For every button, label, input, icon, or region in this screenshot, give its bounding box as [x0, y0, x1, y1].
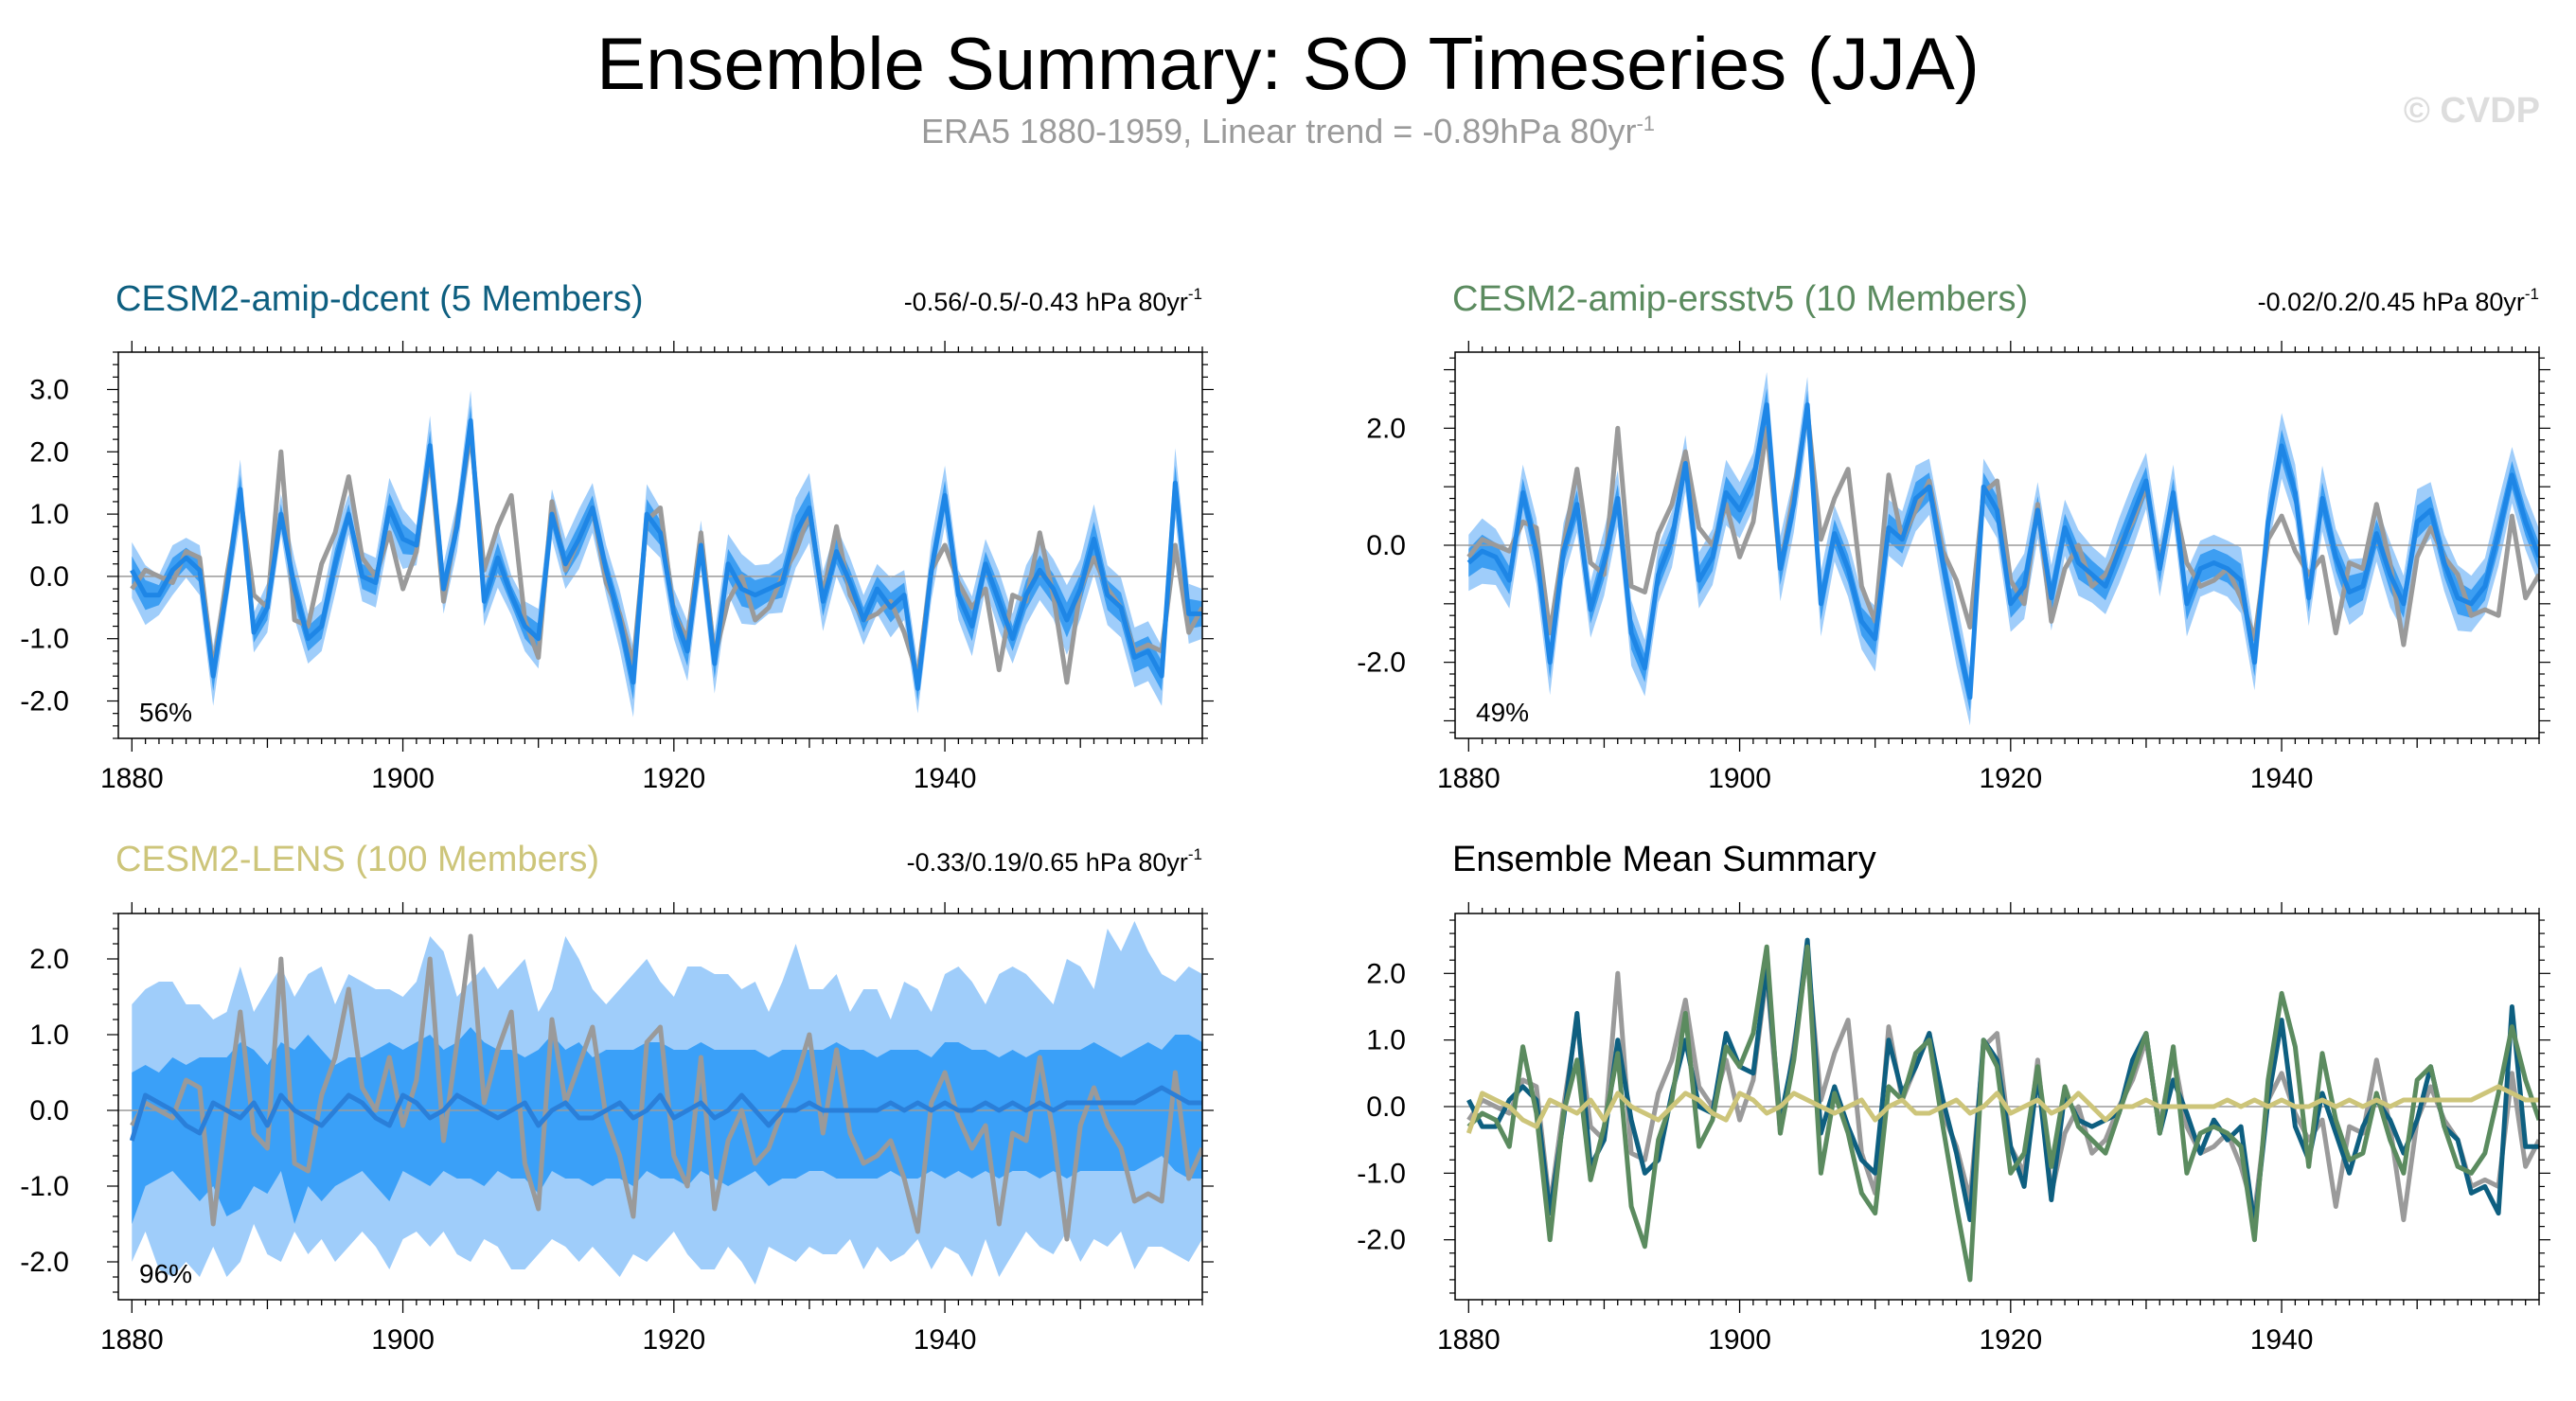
- y-tick-label: -1.0: [20, 624, 69, 655]
- y-tick-label: -2.0: [1357, 1225, 1406, 1256]
- trend-label: -0.02/0.2/0.45 hPa 80yr-1: [2258, 285, 2539, 316]
- x-tick-label: 1940: [914, 763, 977, 794]
- y-tick-label: 1.0: [29, 499, 69, 530]
- x-tick-label: 1920: [642, 1324, 705, 1356]
- y-tick-label: 2.0: [29, 436, 69, 468]
- page-title: Ensemble Summary: SO Timeseries (JJA): [596, 22, 1980, 105]
- x-tick-label: 1920: [1979, 763, 2042, 794]
- y-tick-label: 2.0: [1366, 958, 1406, 989]
- x-tick-label: 1920: [1979, 1324, 2042, 1356]
- y-tick-label: 1.0: [1366, 1025, 1406, 1056]
- trend-label: -0.56/-0.5/-0.43 hPa 80yr-1: [904, 285, 1202, 316]
- watermark: © CVDP: [2403, 91, 2540, 131]
- subtitle-text: ERA5 1880-1959, Linear trend = -0.89hPa …: [920, 112, 1637, 151]
- series-line-era5: [1466, 408, 2539, 647]
- y-tick-label: 3.0: [29, 374, 69, 405]
- y-tick-label: 0.0: [1366, 530, 1406, 561]
- x-tick-label: 1900: [371, 1324, 435, 1356]
- y-tick-label: 0.0: [1366, 1091, 1406, 1123]
- trend-label: -0.33/0.19/0.65 hPa 80yr-1: [907, 845, 1202, 877]
- y-tick-label: 0.0: [29, 1095, 69, 1126]
- series-line-cesm2-amip-dcent: [130, 417, 1202, 691]
- plot-area: [118, 921, 1202, 1285]
- percent-label: 56%: [139, 698, 192, 727]
- panel-title: Ensemble Mean Summary: [1452, 840, 1876, 879]
- spread-band-inner: [132, 1027, 1202, 1224]
- x-tick-label: 1900: [1708, 763, 1771, 794]
- percent-label: 49%: [1476, 698, 1529, 727]
- panel-title: CESM2-amip-ersstv5 (10 Members): [1452, 279, 2028, 319]
- y-tick-label: 1.0: [29, 1020, 69, 1051]
- y-tick-label: -1.0: [20, 1171, 69, 1202]
- series-line-cesm2-lens: [129, 1085, 1202, 1142]
- series-line-era5: [130, 933, 1202, 1242]
- series-line-cesm2-amip-ersstv5: [1466, 944, 2539, 1283]
- chart-panel-4: Ensemble Mean Summary 1880 1900 1920 1940 -2.…: [1357, 840, 2550, 1356]
- series-line-cesm2-amip-ersstv5: [1466, 402, 2539, 700]
- chart-panel-2: CESM2-amip-ersstv5 (10 Members) -0.02/0.2…: [1357, 279, 2550, 794]
- x-tick-label: 1880: [100, 1324, 164, 1356]
- x-tick-label: 1880: [1437, 1324, 1501, 1356]
- y-tick-label: -2.0: [1357, 647, 1406, 679]
- y-tick-label: 0.0: [29, 561, 69, 593]
- y-tick-label: 2.0: [29, 944, 69, 975]
- x-tick-label: 1940: [2250, 1324, 2314, 1356]
- x-tick-label: 1900: [1708, 1324, 1771, 1356]
- plot-area: [1455, 937, 2539, 1283]
- panel-title: CESM2-LENS (100 Members): [115, 840, 599, 879]
- x-tick-label: 1940: [2250, 763, 2314, 794]
- x-tick-label: 1880: [1437, 763, 1501, 794]
- x-tick-label: 1920: [642, 763, 705, 794]
- x-tick-label: 1900: [371, 763, 435, 794]
- percent-label: 96%: [139, 1259, 192, 1288]
- panel-title: CESM2-amip-dcent (5 Members): [115, 279, 643, 319]
- plot-area: [1455, 372, 2539, 726]
- chart-panel-1: CESM2-amip-dcent (5 Members) -0.56/-0.5/-…: [20, 279, 1214, 794]
- y-tick-label: -2.0: [20, 686, 69, 718]
- x-tick-label: 1940: [914, 1324, 977, 1356]
- x-tick-label: 1880: [100, 763, 164, 794]
- y-tick-label: -1.0: [1357, 1158, 1406, 1189]
- chart-panel-3: CESM2-LENS (100 Members) -0.33/0.19/0.65 …: [20, 840, 1214, 1356]
- plot-area: [118, 390, 1202, 718]
- series-line-cesm2-lens: [1466, 1084, 2539, 1134]
- y-tick-label: -2.0: [20, 1247, 69, 1278]
- page-subtitle: ERA5 1880-1959, Linear trend = -0.89hPa …: [0, 112, 2576, 151]
- subtitle-exponent: -1: [1636, 112, 1656, 135]
- y-tick-label: 2.0: [1366, 413, 1406, 444]
